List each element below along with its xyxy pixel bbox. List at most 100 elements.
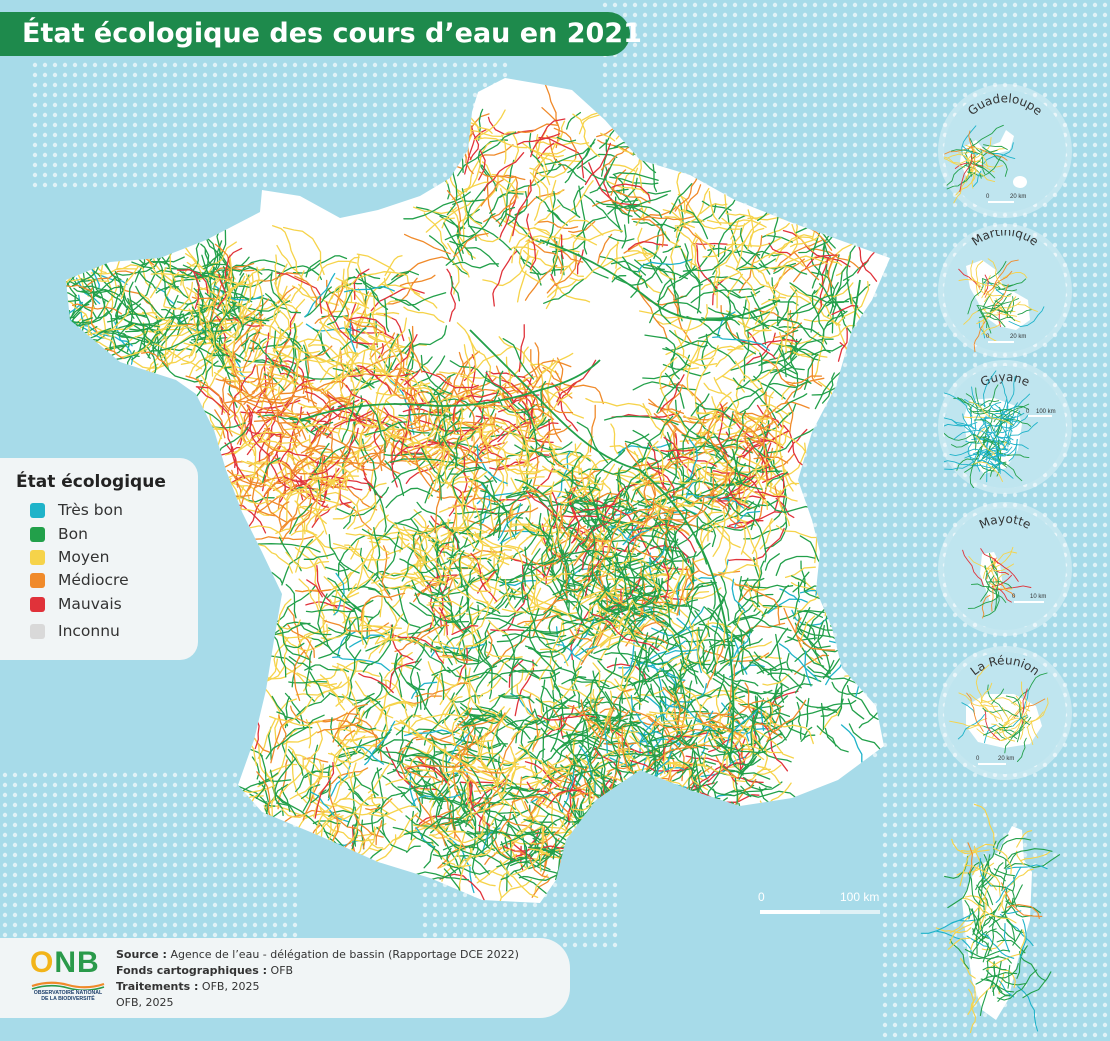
river-segment: [618, 599, 633, 631]
river-segment: [749, 661, 765, 674]
river-segment: [679, 689, 736, 714]
river-segment: [621, 224, 627, 249]
river-segment: [320, 346, 376, 395]
river-segment: [708, 243, 721, 309]
river-segment: [649, 545, 690, 564]
river-segment: [541, 544, 551, 578]
river-segment: [643, 247, 663, 264]
river-segment: [593, 602, 602, 647]
river-segment: [321, 388, 343, 400]
river-segment: [737, 320, 772, 332]
river-segment: [427, 458, 446, 500]
river-segment: [608, 236, 635, 242]
river-segment: [535, 141, 590, 146]
river-segment: [546, 253, 577, 294]
river-segment: [539, 522, 553, 548]
river-segment: [710, 396, 718, 437]
river-segment: [728, 527, 785, 562]
river-segment: [115, 292, 126, 324]
river-segment: [452, 392, 497, 422]
river-segment: [343, 506, 356, 529]
river-segment: [625, 575, 636, 618]
river-segment: [649, 301, 702, 324]
river-segment: [533, 189, 564, 221]
river-segment: [288, 680, 328, 684]
river-segment: [525, 235, 557, 245]
river-segment: [778, 643, 819, 682]
river-segment: [657, 265, 696, 303]
river-segment: [566, 567, 593, 586]
river-segment: [606, 578, 648, 587]
river-segment: [748, 593, 774, 601]
river-segment: [743, 521, 787, 540]
river-segment: [726, 501, 755, 520]
river-segment: [393, 369, 403, 395]
river-segment: [534, 342, 543, 374]
river-segment: [465, 247, 499, 268]
river-segment: [525, 517, 549, 536]
river-segment: [657, 408, 685, 415]
river-segment: [591, 613, 660, 652]
legend-label: Très bon: [58, 501, 123, 519]
river-segment: [530, 148, 564, 158]
river-segment: [700, 272, 740, 291]
river-segment: [369, 287, 389, 310]
river-segment: [732, 377, 777, 420]
river-segment: [300, 445, 326, 454]
river-segment: [216, 225, 222, 270]
river-segment: [218, 345, 266, 363]
river-segment: [597, 660, 642, 702]
river-segment: [621, 554, 684, 571]
river-segment: [789, 282, 850, 304]
river-segment: [319, 674, 343, 703]
river-segment: [487, 370, 504, 421]
river-segment: [481, 418, 491, 464]
river-segment: [286, 469, 292, 522]
river-segment: [409, 716, 478, 735]
river-segment: [405, 424, 415, 450]
river-segment: [698, 276, 744, 285]
river-segment: [768, 490, 798, 502]
river-segment: [707, 247, 761, 256]
river-segment: [325, 566, 349, 572]
river-segment: [678, 461, 731, 482]
river-segment: [446, 572, 471, 599]
river-segment: [752, 425, 778, 471]
river-segment: [355, 300, 399, 324]
river-segment: [414, 547, 447, 587]
river-segment: [498, 590, 529, 601]
river-segment: [803, 726, 813, 740]
river-segment: [736, 332, 757, 355]
river-segment: [408, 355, 446, 389]
river-segment: [510, 512, 542, 561]
river-segment: [721, 217, 754, 227]
river-segment: [348, 649, 362, 698]
river-segment: [291, 285, 322, 298]
river-segment: [384, 255, 403, 277]
river-segment: [573, 514, 597, 538]
river-segment: [762, 673, 790, 686]
river-segment: [508, 246, 537, 251]
river-segment: [362, 466, 372, 492]
river-segment: [635, 611, 671, 627]
river-segment: [579, 456, 648, 475]
river-segment: [208, 241, 237, 273]
river-segment: [576, 249, 584, 275]
river-segment: [598, 509, 622, 568]
river-segment: [66, 301, 84, 320]
river-segment: [443, 612, 466, 623]
river-segment: [718, 592, 730, 622]
river-segment: [684, 243, 701, 288]
river-segment: [694, 232, 716, 248]
river-segment: [517, 613, 561, 626]
river-segment: [356, 253, 395, 272]
river-segment: [758, 265, 794, 273]
river-segment: [708, 190, 722, 226]
river-segment: [345, 427, 359, 460]
river-segment: [296, 477, 315, 535]
river-segment: [795, 696, 857, 709]
river-segment: [224, 343, 237, 373]
river-segment: [443, 222, 464, 262]
river-segment: [352, 812, 388, 826]
river-segment: [593, 629, 635, 655]
